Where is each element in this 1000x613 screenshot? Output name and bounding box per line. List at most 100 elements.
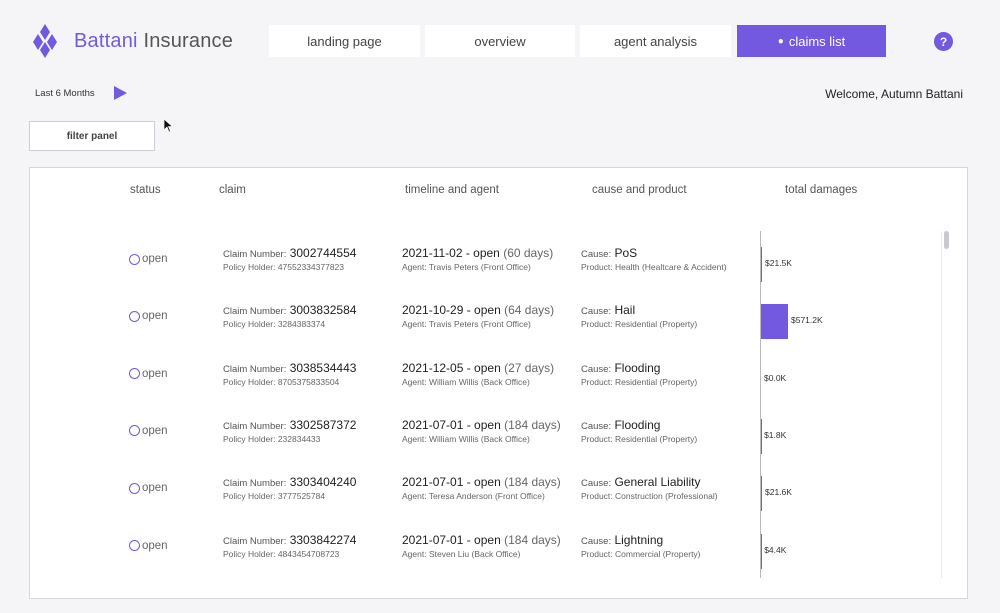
status-cell: open: [129, 425, 168, 437]
policy-holder: 3284383374: [277, 319, 326, 330]
cause-cell: Cause: Hail Product: Residential (Proper…: [581, 303, 697, 329]
policy-holder-label: Policy Holder:: [223, 433, 276, 444]
damages-label: $571.2K: [791, 315, 823, 326]
cause-cell: Cause: Flooding Product: Residential (Pr…: [581, 361, 697, 387]
cause-cell: Cause: PoS Product: Health (Healtcare & …: [581, 246, 727, 272]
status-cell: open: [129, 482, 168, 494]
claims-table: status claim timeline and agent cause an…: [29, 167, 968, 599]
status-cell: open: [129, 253, 168, 265]
status-circle-icon: [129, 253, 140, 265]
status-circle-icon: [129, 368, 140, 380]
status-circle-icon: [129, 425, 140, 437]
timeline-cell: 2021-11-02 - open (60 days) Agent: Travi…: [402, 246, 553, 272]
claim-number: 3002744554: [289, 246, 357, 260]
table-row[interactable]: open Claim Number: 3303842274 Policy Hol…: [30, 520, 960, 577]
timeline-cell: 2021-07-01 - open (184 days) Agent: Stev…: [402, 533, 561, 559]
table-row[interactable]: open Claim Number: 3302587372 Policy Hol…: [30, 405, 960, 462]
tab-overview[interactable]: overview: [425, 25, 575, 57]
product-label: Product:: [581, 491, 613, 502]
tab-label: agent analysis: [613, 33, 698, 49]
claim-cell: Claim Number: 3038534443 Policy Holder: …: [223, 361, 356, 387]
status-text: open: [142, 482, 168, 495]
column-header-claim[interactable]: claim: [219, 184, 246, 196]
column-header-cause[interactable]: cause and product: [592, 184, 687, 196]
claim-number-label: Claim Number:: [223, 249, 287, 260]
date-status: 2021-07-01 - open: [402, 417, 501, 432]
damages-bar[interactable]: [761, 247, 763, 282]
status-text: open: [142, 367, 168, 380]
cause-value: Flooding: [614, 417, 661, 432]
policy-holder: 47552334377823: [277, 262, 344, 272]
status-text: open: [142, 253, 168, 265]
play-icon[interactable]: [113, 86, 127, 100]
product-label: Product:: [581, 548, 613, 559]
policy-holder-label: Policy Holder:: [223, 262, 276, 272]
column-header-damages[interactable]: total damages: [785, 184, 858, 196]
status-cell: open: [129, 368, 168, 380]
policy-holder-label: Policy Holder:: [223, 491, 276, 502]
cause-value: Flooding: [614, 360, 661, 375]
date-status: 2021-10-29 - open: [402, 303, 501, 318]
claim-cell: Claim Number: 3003832584 Policy Holder: …: [223, 303, 356, 329]
cause-label: Cause:: [581, 363, 612, 375]
tab-agent-analysis[interactable]: agent analysis: [580, 25, 731, 57]
agent-name: William Willis (Back Office): [428, 433, 530, 444]
cause-label: Cause:: [581, 306, 612, 318]
tab-claims-list[interactable]: ● claims list: [737, 25, 886, 57]
days-open: (60 days): [503, 246, 554, 260]
brand-name[interactable]: Battani Insurance: [74, 30, 233, 53]
cause-value: PoS: [614, 246, 638, 260]
claim-number: 3303842274: [289, 532, 357, 547]
cause-value: General Liability: [614, 475, 701, 490]
damages-bar[interactable]: [761, 304, 788, 340]
damages-label: $1.8K: [764, 429, 787, 440]
tab-label: claims list: [788, 33, 846, 49]
product-value: Residential (Property): [615, 433, 698, 444]
claim-number-label: Claim Number:: [223, 363, 287, 375]
column-header-status[interactable]: status: [130, 184, 161, 196]
claim-number: 3038534443: [289, 360, 357, 375]
status-circle-icon: [129, 482, 140, 494]
damages-axis-line: [760, 231, 761, 578]
product-value: Health (Healtcare & Accident): [615, 262, 727, 272]
scrollbar-thumb[interactable]: [944, 231, 949, 249]
claim-number-label: Claim Number:: [223, 420, 287, 432]
cause-cell: Cause: General Liability Product: Constr…: [581, 475, 718, 501]
table-row[interactable]: open Claim Number: 3003832584 Policy Hol…: [30, 290, 960, 347]
filter-panel-button[interactable]: filter panel: [29, 121, 155, 151]
agent-name: Travis Peters (Front Office): [428, 262, 531, 272]
cause-value: Hail: [614, 303, 636, 318]
help-button[interactable]: ?: [934, 32, 953, 51]
damages-label: $21.5K: [765, 258, 792, 268]
claim-number: 3303404240: [289, 475, 357, 490]
policy-holder-label: Policy Holder:: [223, 548, 276, 559]
table-row[interactable]: open Claim Number: 3002744554 Policy Hol…: [30, 233, 960, 290]
claim-cell: Claim Number: 3303404240 Policy Holder: …: [223, 475, 356, 501]
table-row[interactable]: open Claim Number: 3038534443 Policy Hol…: [30, 348, 960, 405]
claim-number-label: Claim Number:: [223, 478, 287, 490]
agent-name: Travis Peters (Front Office): [428, 319, 531, 330]
status-circle-icon: [129, 310, 140, 322]
tab-label: overview: [474, 33, 526, 49]
product-value: Commercial (Property): [615, 548, 701, 559]
cause-label: Cause:: [581, 535, 612, 547]
timeline-cell: 2021-10-29 - open (64 days) Agent: Travi…: [402, 303, 554, 329]
agent-name: William Willis (Back Office): [428, 376, 530, 387]
column-header-timeline[interactable]: timeline and agent: [405, 184, 499, 196]
damages-bar[interactable]: [761, 476, 763, 512]
agent-label: Agent:: [402, 262, 427, 272]
tab-landing-page[interactable]: landing page: [269, 25, 420, 57]
cause-cell: Cause: Lightning Product: Commercial (Pr…: [581, 533, 701, 559]
product-label: Product:: [581, 262, 613, 272]
product-label: Product:: [581, 319, 613, 330]
welcome-text: Welcome, Autumn Battani: [825, 87, 963, 101]
mouse-cursor-icon: [164, 119, 173, 133]
agent-label: Agent:: [402, 491, 427, 502]
table-row[interactable]: open Claim Number: 3303404240 Policy Hol…: [30, 462, 960, 519]
cause-cell: Cause: Flooding Product: Residential (Pr…: [581, 418, 697, 444]
product-label: Product:: [581, 433, 613, 444]
damages-label: $0.0K: [764, 372, 787, 383]
policy-holder-label: Policy Holder:: [223, 376, 276, 387]
agent-name: Steven Liu (Back Office): [428, 548, 521, 559]
agent-label: Agent:: [402, 433, 427, 444]
